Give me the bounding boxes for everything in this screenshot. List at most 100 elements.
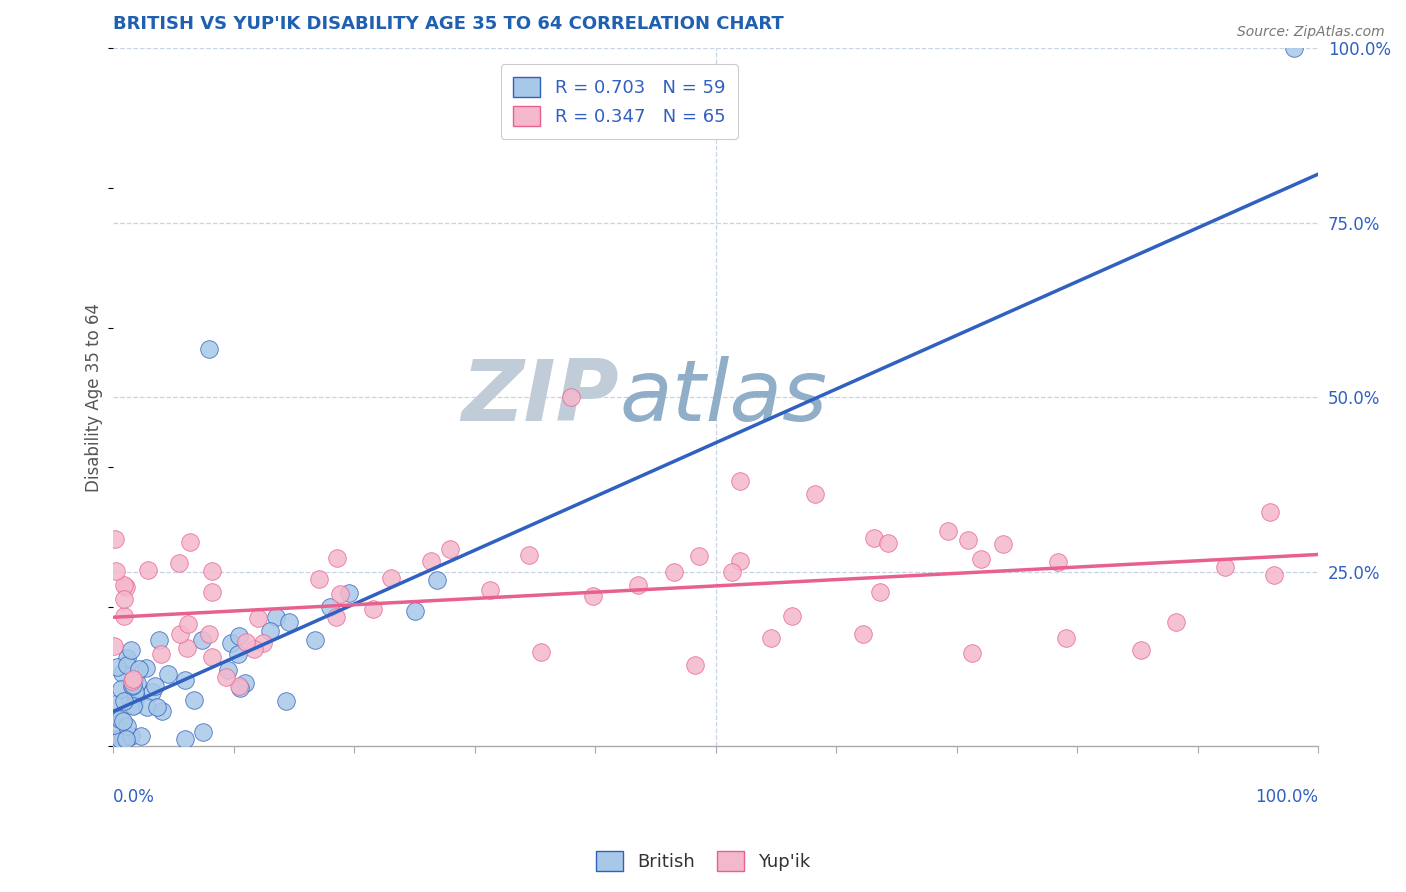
Point: [720, 566, 742, 580]
Point: [329, 587, 352, 601]
Point: [122, 673, 145, 687]
Point: [246, 611, 269, 625]
Point: [120, 729, 142, 743]
Point: [936, 524, 959, 539]
Point: [117, 651, 139, 665]
Point: [179, 534, 201, 549]
Text: Source: ZipAtlas.com: Source: ZipAtlas.com: [1237, 25, 1385, 39]
Point: [560, 391, 582, 405]
Point: [121, 673, 143, 688]
Point: [221, 636, 243, 650]
Point: [104, 533, 127, 547]
Point: [278, 615, 301, 630]
Point: [1282, 41, 1305, 55]
Point: [150, 647, 173, 661]
Point: [103, 640, 125, 654]
Point: [136, 700, 159, 714]
Point: [104, 564, 127, 578]
Point: [688, 549, 710, 563]
Point: [150, 704, 173, 718]
Point: [478, 582, 501, 597]
Point: [143, 679, 166, 693]
Point: [141, 685, 163, 699]
Point: [110, 682, 132, 697]
Point: [214, 670, 236, 684]
Point: [174, 732, 197, 747]
Point: [325, 610, 347, 624]
Point: [803, 487, 825, 501]
Point: [136, 563, 159, 577]
Point: [304, 633, 326, 648]
Point: [1258, 505, 1281, 519]
Point: [970, 552, 993, 566]
Point: [226, 647, 249, 661]
Point: [201, 564, 224, 578]
Point: [103, 718, 125, 732]
Point: [110, 732, 132, 747]
Point: [782, 608, 804, 623]
Point: [404, 604, 426, 618]
Point: [869, 585, 891, 599]
Point: [662, 565, 685, 579]
Point: [148, 632, 170, 647]
Point: [176, 640, 198, 655]
Point: [105, 660, 128, 674]
Point: [863, 531, 886, 545]
Point: [201, 650, 224, 665]
Point: [167, 557, 190, 571]
Point: [112, 578, 135, 592]
Text: 100.0%: 100.0%: [1256, 789, 1319, 806]
Point: [104, 698, 127, 712]
Point: [252, 636, 274, 650]
Point: [1047, 555, 1070, 569]
Point: [121, 679, 143, 693]
Point: [174, 673, 197, 688]
Point: [229, 681, 252, 695]
Point: [582, 589, 605, 603]
Point: [104, 732, 127, 747]
Point: [135, 660, 157, 674]
Point: [111, 666, 134, 681]
Point: [1054, 631, 1077, 645]
Point: [115, 732, 138, 747]
Point: [120, 643, 142, 657]
Point: [228, 679, 250, 693]
Point: [201, 585, 224, 599]
Point: [193, 724, 215, 739]
Point: [121, 699, 143, 714]
Point: [156, 667, 179, 681]
Text: BRITISH VS YUP'IK DISABILITY AGE 35 TO 64 CORRELATION CHART: BRITISH VS YUP'IK DISABILITY AGE 35 TO 6…: [112, 15, 783, 33]
Y-axis label: Disability Age 35 to 64: Disability Age 35 to 64: [86, 303, 103, 491]
Point: [112, 731, 135, 746]
Point: [190, 632, 212, 647]
Point: [761, 632, 783, 646]
Point: [104, 711, 127, 725]
Point: [198, 627, 221, 641]
Point: [274, 694, 297, 708]
Point: [122, 672, 145, 686]
Point: [627, 578, 650, 592]
Point: [1263, 568, 1285, 582]
Point: [183, 692, 205, 706]
Point: [728, 554, 751, 568]
Point: [319, 599, 342, 614]
Text: ZIP: ZIP: [461, 356, 619, 439]
Point: [129, 729, 152, 743]
Point: [337, 586, 360, 600]
Point: [115, 658, 138, 673]
Point: [235, 634, 257, 648]
Point: [243, 642, 266, 657]
Legend: British, Yup'ik: British, Yup'ik: [589, 844, 817, 879]
Point: [124, 684, 146, 698]
Point: [380, 571, 402, 585]
Point: [228, 629, 250, 643]
Point: [198, 342, 221, 356]
Point: [957, 533, 980, 547]
Point: [169, 627, 191, 641]
Point: [1213, 559, 1236, 574]
Point: [125, 676, 148, 690]
Point: [530, 645, 553, 659]
Point: [111, 714, 134, 729]
Point: [517, 549, 540, 563]
Point: [146, 700, 169, 714]
